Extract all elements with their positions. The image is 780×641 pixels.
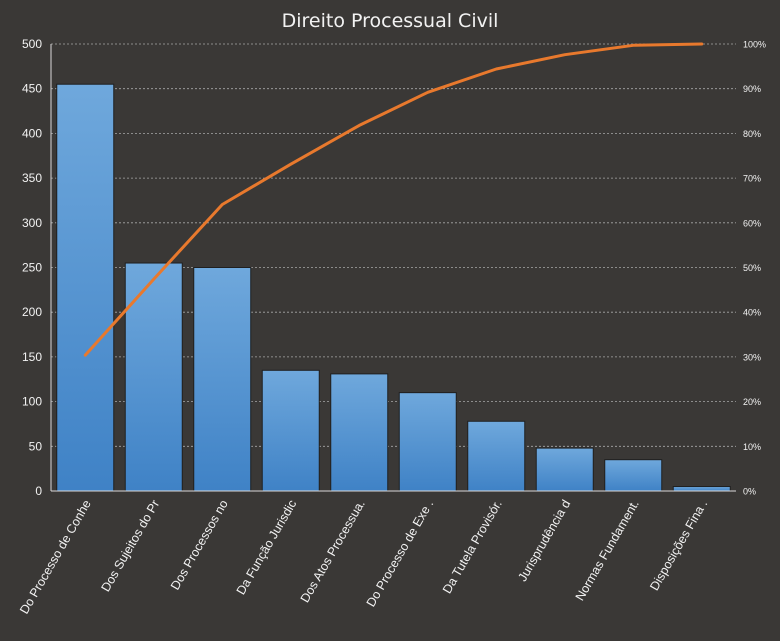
y-left-tick-label: 100	[22, 395, 42, 409]
bar	[124, 262, 183, 492]
x-category-label: Normas Fundament.	[573, 498, 642, 604]
bar	[56, 83, 115, 492]
y-left-tick-label: 400	[22, 126, 42, 140]
bar	[398, 392, 457, 492]
y-left-tick-label: 50	[29, 439, 43, 453]
y-right-tick-label: 60%	[743, 218, 761, 228]
y-right-tick-label: 70%	[743, 174, 761, 184]
category-axis: Do Processo de Conhe Dos Sujeitos do Pr Do…	[17, 497, 710, 616]
x-category-label: Do Processo de Exe .	[364, 498, 437, 610]
y-left-tick-label: 500	[22, 37, 42, 51]
left-axis: 0 50 100 150 200 250 300 350 400 450 500	[22, 37, 736, 498]
bar	[672, 486, 731, 492]
y-right-tick-label: 100%	[743, 40, 766, 50]
x-category-label: Dos Sujeitos do Pr	[98, 498, 162, 595]
y-right-tick-label: 80%	[743, 129, 761, 139]
y-right-tick-label: 0%	[743, 487, 756, 497]
bar	[330, 373, 389, 492]
cumulative-percent-line	[83, 42, 704, 357]
y-right-tick-label: 50%	[743, 263, 761, 273]
y-right-tick-label: 20%	[743, 397, 761, 407]
y-left-tick-label: 300	[22, 216, 42, 230]
bar	[193, 267, 252, 492]
bar	[604, 459, 663, 492]
y-left-tick-label: 350	[22, 171, 42, 185]
y-right-tick-label: 40%	[743, 308, 761, 318]
y-left-tick-label: 450	[22, 82, 42, 96]
y-left-tick-label: 150	[22, 350, 42, 364]
y-left-tick-label: 200	[22, 305, 42, 319]
x-category-label: Disposições Fina .	[647, 498, 710, 593]
y-right-tick-label: 90%	[743, 84, 761, 94]
x-category-label: Jurisprudência d	[515, 497, 573, 583]
bar	[261, 369, 320, 492]
right-axis: 0% 10% 20% 30% 40% 50% 60% 70% 80% 90% 100%	[743, 40, 766, 497]
y-left-tick-label: 250	[22, 261, 42, 275]
x-category-label: Da Tutela Provisór.	[440, 498, 505, 596]
bar	[535, 447, 594, 492]
x-category-label: Dos Processos no	[168, 497, 231, 592]
chart-title: Direito Processual Civil	[282, 10, 499, 32]
y-left-tick-label: 0	[35, 484, 42, 498]
y-right-tick-label: 10%	[743, 442, 761, 452]
bar	[467, 420, 526, 492]
cumulative-line-layer	[83, 42, 704, 357]
y-right-tick-label: 30%	[743, 352, 761, 362]
bars	[56, 83, 731, 492]
x-category-label: Da Função Jurisdic	[234, 498, 300, 598]
x-category-label: Do Processo de Conhe	[17, 497, 94, 616]
x-category-label: Dos Atos Processua.	[298, 498, 368, 605]
